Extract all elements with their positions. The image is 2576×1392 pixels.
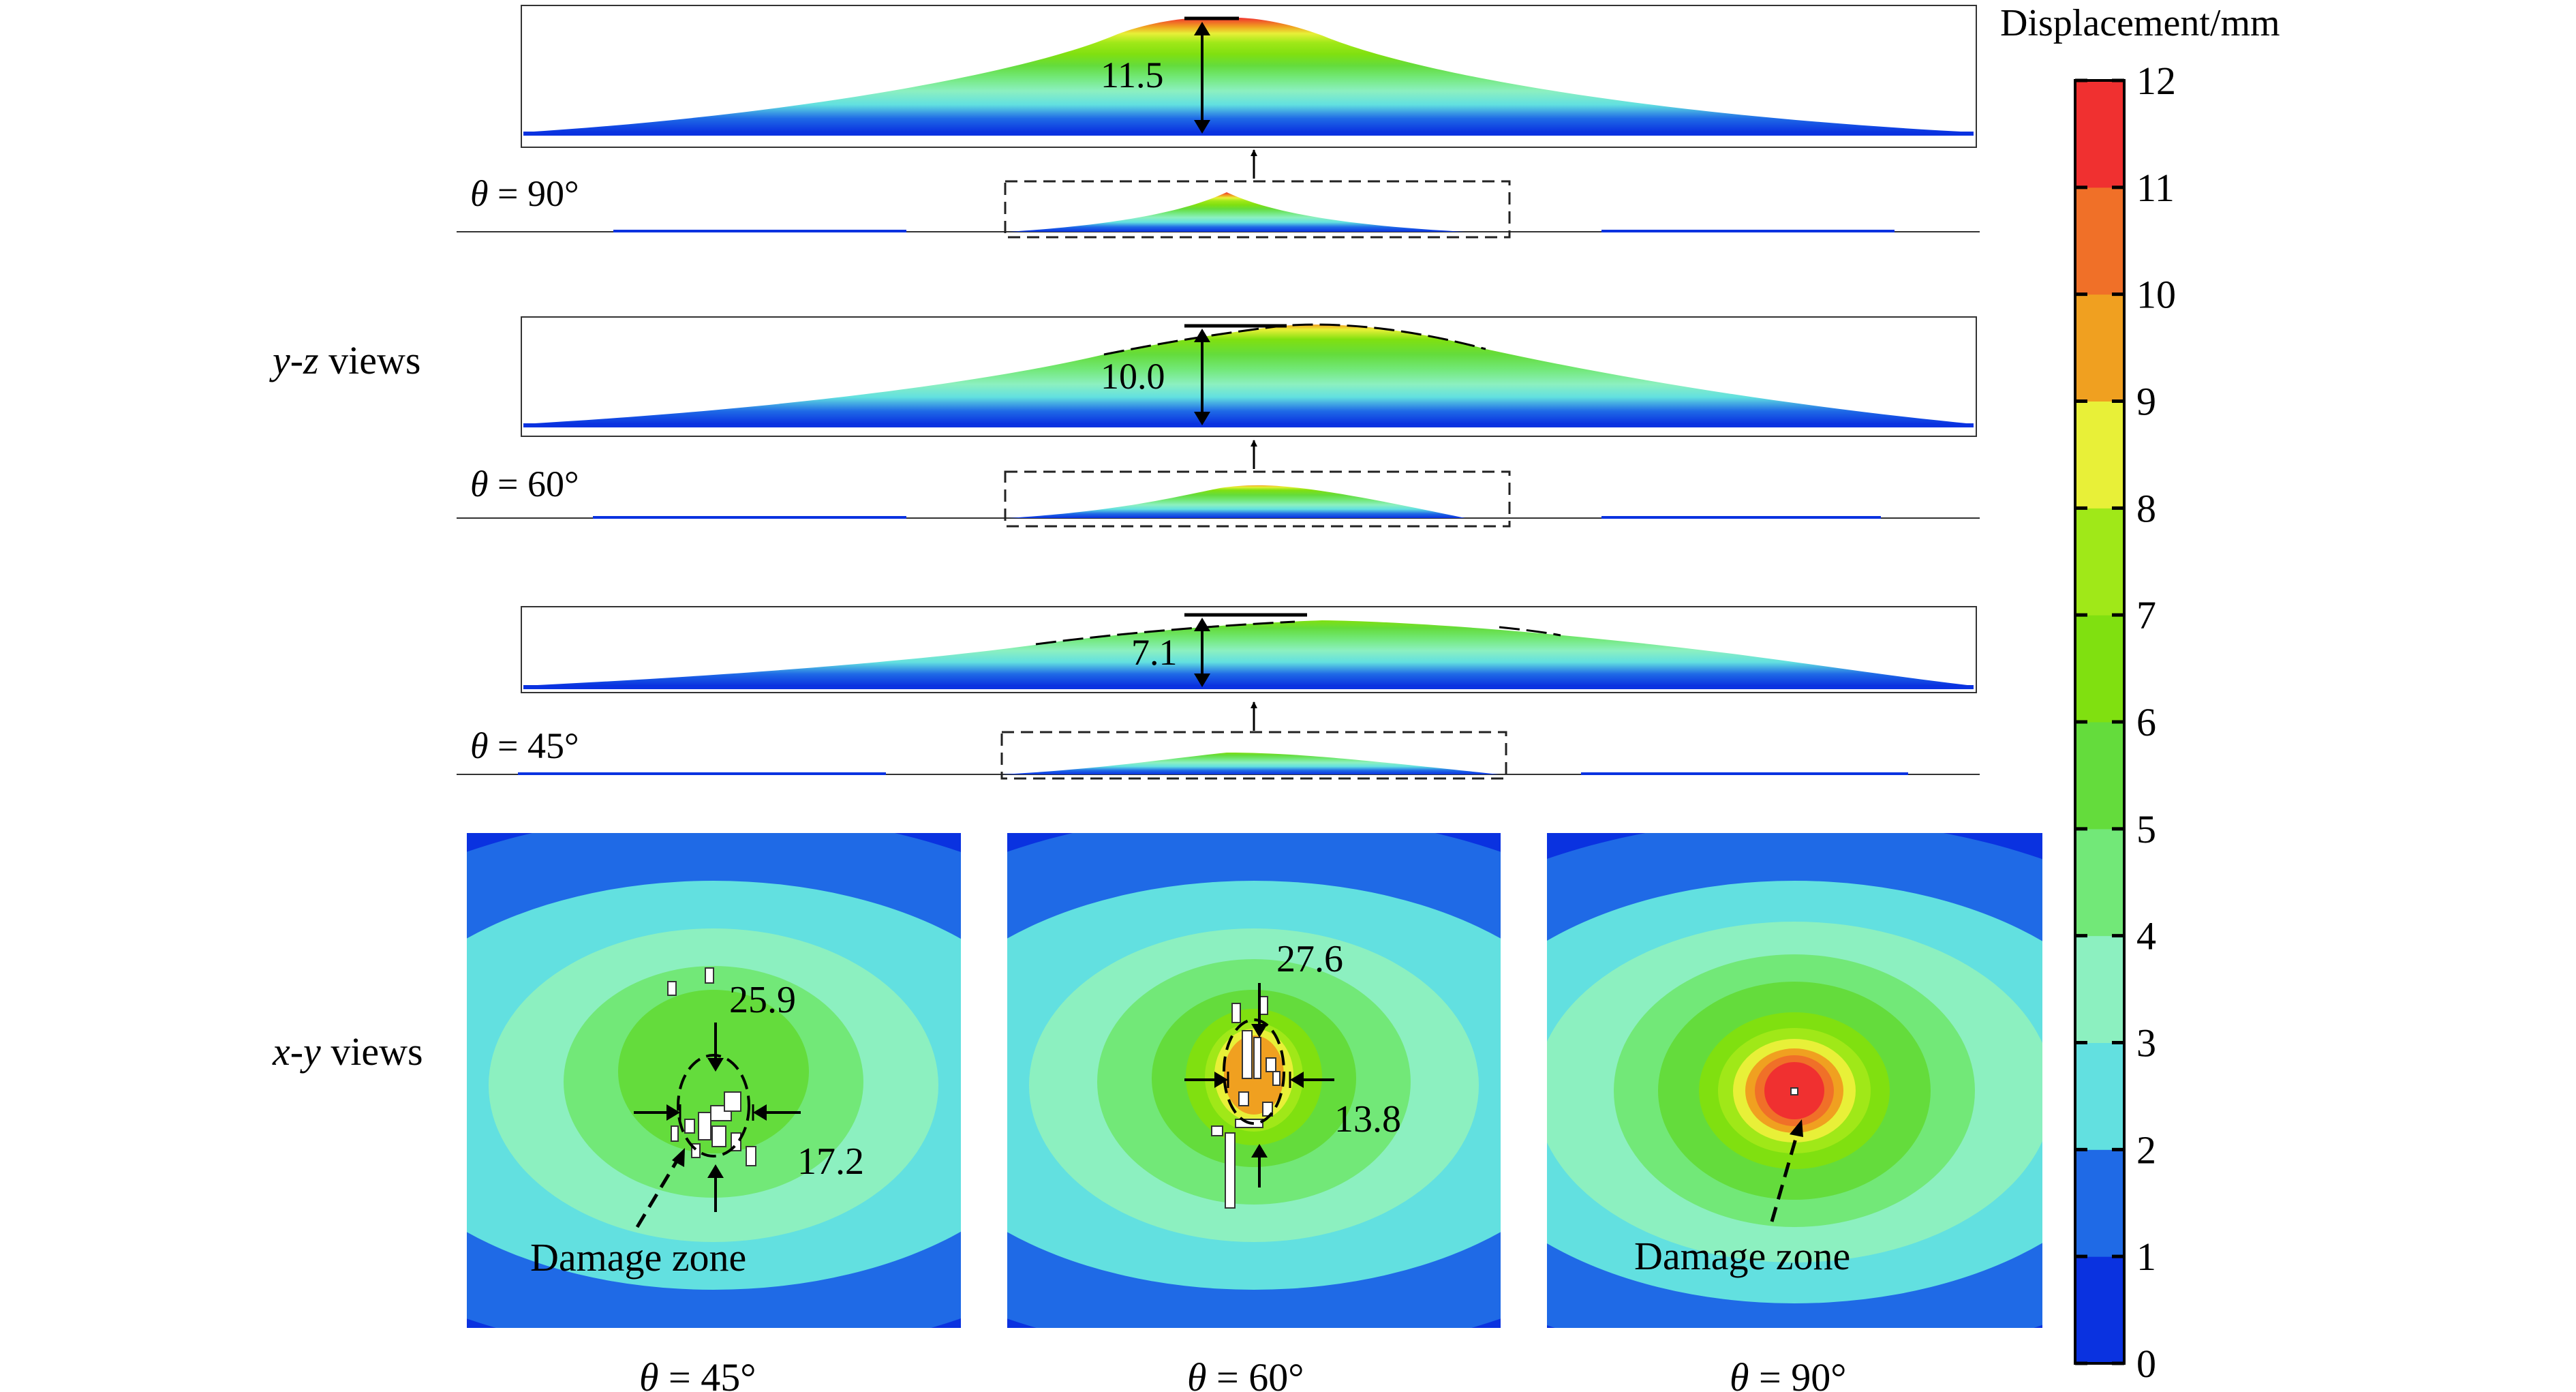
dimension-top-label: 27.6	[1276, 938, 1343, 980]
theta-label: θ = 90°	[470, 173, 579, 214]
legend-tick-label: 4	[2136, 914, 2156, 958]
legend-band	[2075, 935, 2124, 1043]
theta-label: θ = 90°	[1730, 1355, 1846, 1392]
legend-tick-label: 10	[2136, 273, 2176, 317]
legend-band	[2075, 1149, 2124, 1257]
legend-band	[2075, 80, 2124, 188]
theta-label: θ = 60°	[470, 464, 579, 504]
xy-views-label: x-y views	[272, 1029, 423, 1074]
xy-panel-60: 27.6 13.8 θ = 60°	[1007, 833, 1501, 1392]
legend-band	[2075, 1256, 2124, 1364]
damage-zone-label: Damage zone	[530, 1235, 746, 1280]
theta-label: θ = 45°	[639, 1355, 756, 1392]
yz-panel-90: 11.5 θ = 90°	[457, 5, 1980, 239]
legend-tick-label: 0	[2136, 1342, 2156, 1386]
legend-band	[2075, 508, 2124, 616]
peak-label: 7.1	[1131, 632, 1178, 673]
dimension-side-label: 17.2	[797, 1140, 864, 1183]
zoom-region-box	[1004, 470, 1511, 528]
xy-panel-45: 25.9 17.2 Damage zone θ = 45°	[467, 833, 961, 1392]
peak-label: 10.0	[1101, 356, 1165, 397]
legend-tick-label: 5	[2136, 807, 2156, 851]
legend-band	[2075, 722, 2124, 830]
legend-band	[2075, 828, 2124, 937]
deformed-profile	[523, 17, 1974, 132]
legend-tick-label: 9	[2136, 380, 2156, 424]
legend-tick-label: 6	[2136, 700, 2156, 744]
legend-tick-label: 11	[2136, 166, 2175, 210]
deformed-profile	[523, 620, 1974, 686]
legend-title: Displacement/mm	[2000, 2, 2280, 44]
legend-band	[2075, 615, 2124, 723]
theta-label: θ = 45°	[470, 725, 579, 766]
zoom-region-box	[1000, 731, 1507, 780]
legend-tick-label: 12	[2136, 59, 2176, 103]
damage-zone-label: Damage zone	[1634, 1234, 1850, 1278]
legend-tick-label: 7	[2136, 593, 2156, 637]
legend-band	[2075, 401, 2124, 509]
legend-tick-label: 8	[2136, 486, 2156, 530]
yz-panel-60: 10.0 θ = 60°	[457, 316, 1980, 528]
legend-colorbar	[2075, 80, 2124, 1364]
legend-band	[2075, 187, 2124, 295]
yz-panel-45: 7.1 θ = 45°	[457, 606, 1980, 780]
legend-band	[2075, 294, 2124, 402]
zoom-region-box	[1004, 180, 1511, 239]
peak-label: 11.5	[1101, 55, 1164, 95]
legend-band	[2075, 1042, 2124, 1150]
xy-panel-90: Damage zone θ = 90°	[1547, 833, 2042, 1392]
yz-views-label: y-z views	[269, 338, 420, 382]
dimension-side-label: 13.8	[1334, 1098, 1401, 1140]
dimension-top-label: 25.9	[729, 979, 796, 1021]
theta-label: θ = 60°	[1187, 1355, 1304, 1392]
deformed-profile	[523, 324, 1974, 424]
legend-tick-label: 1	[2136, 1235, 2156, 1279]
legend-tick-label: 3	[2136, 1021, 2156, 1065]
legend-tick-label: 2	[2136, 1128, 2156, 1172]
